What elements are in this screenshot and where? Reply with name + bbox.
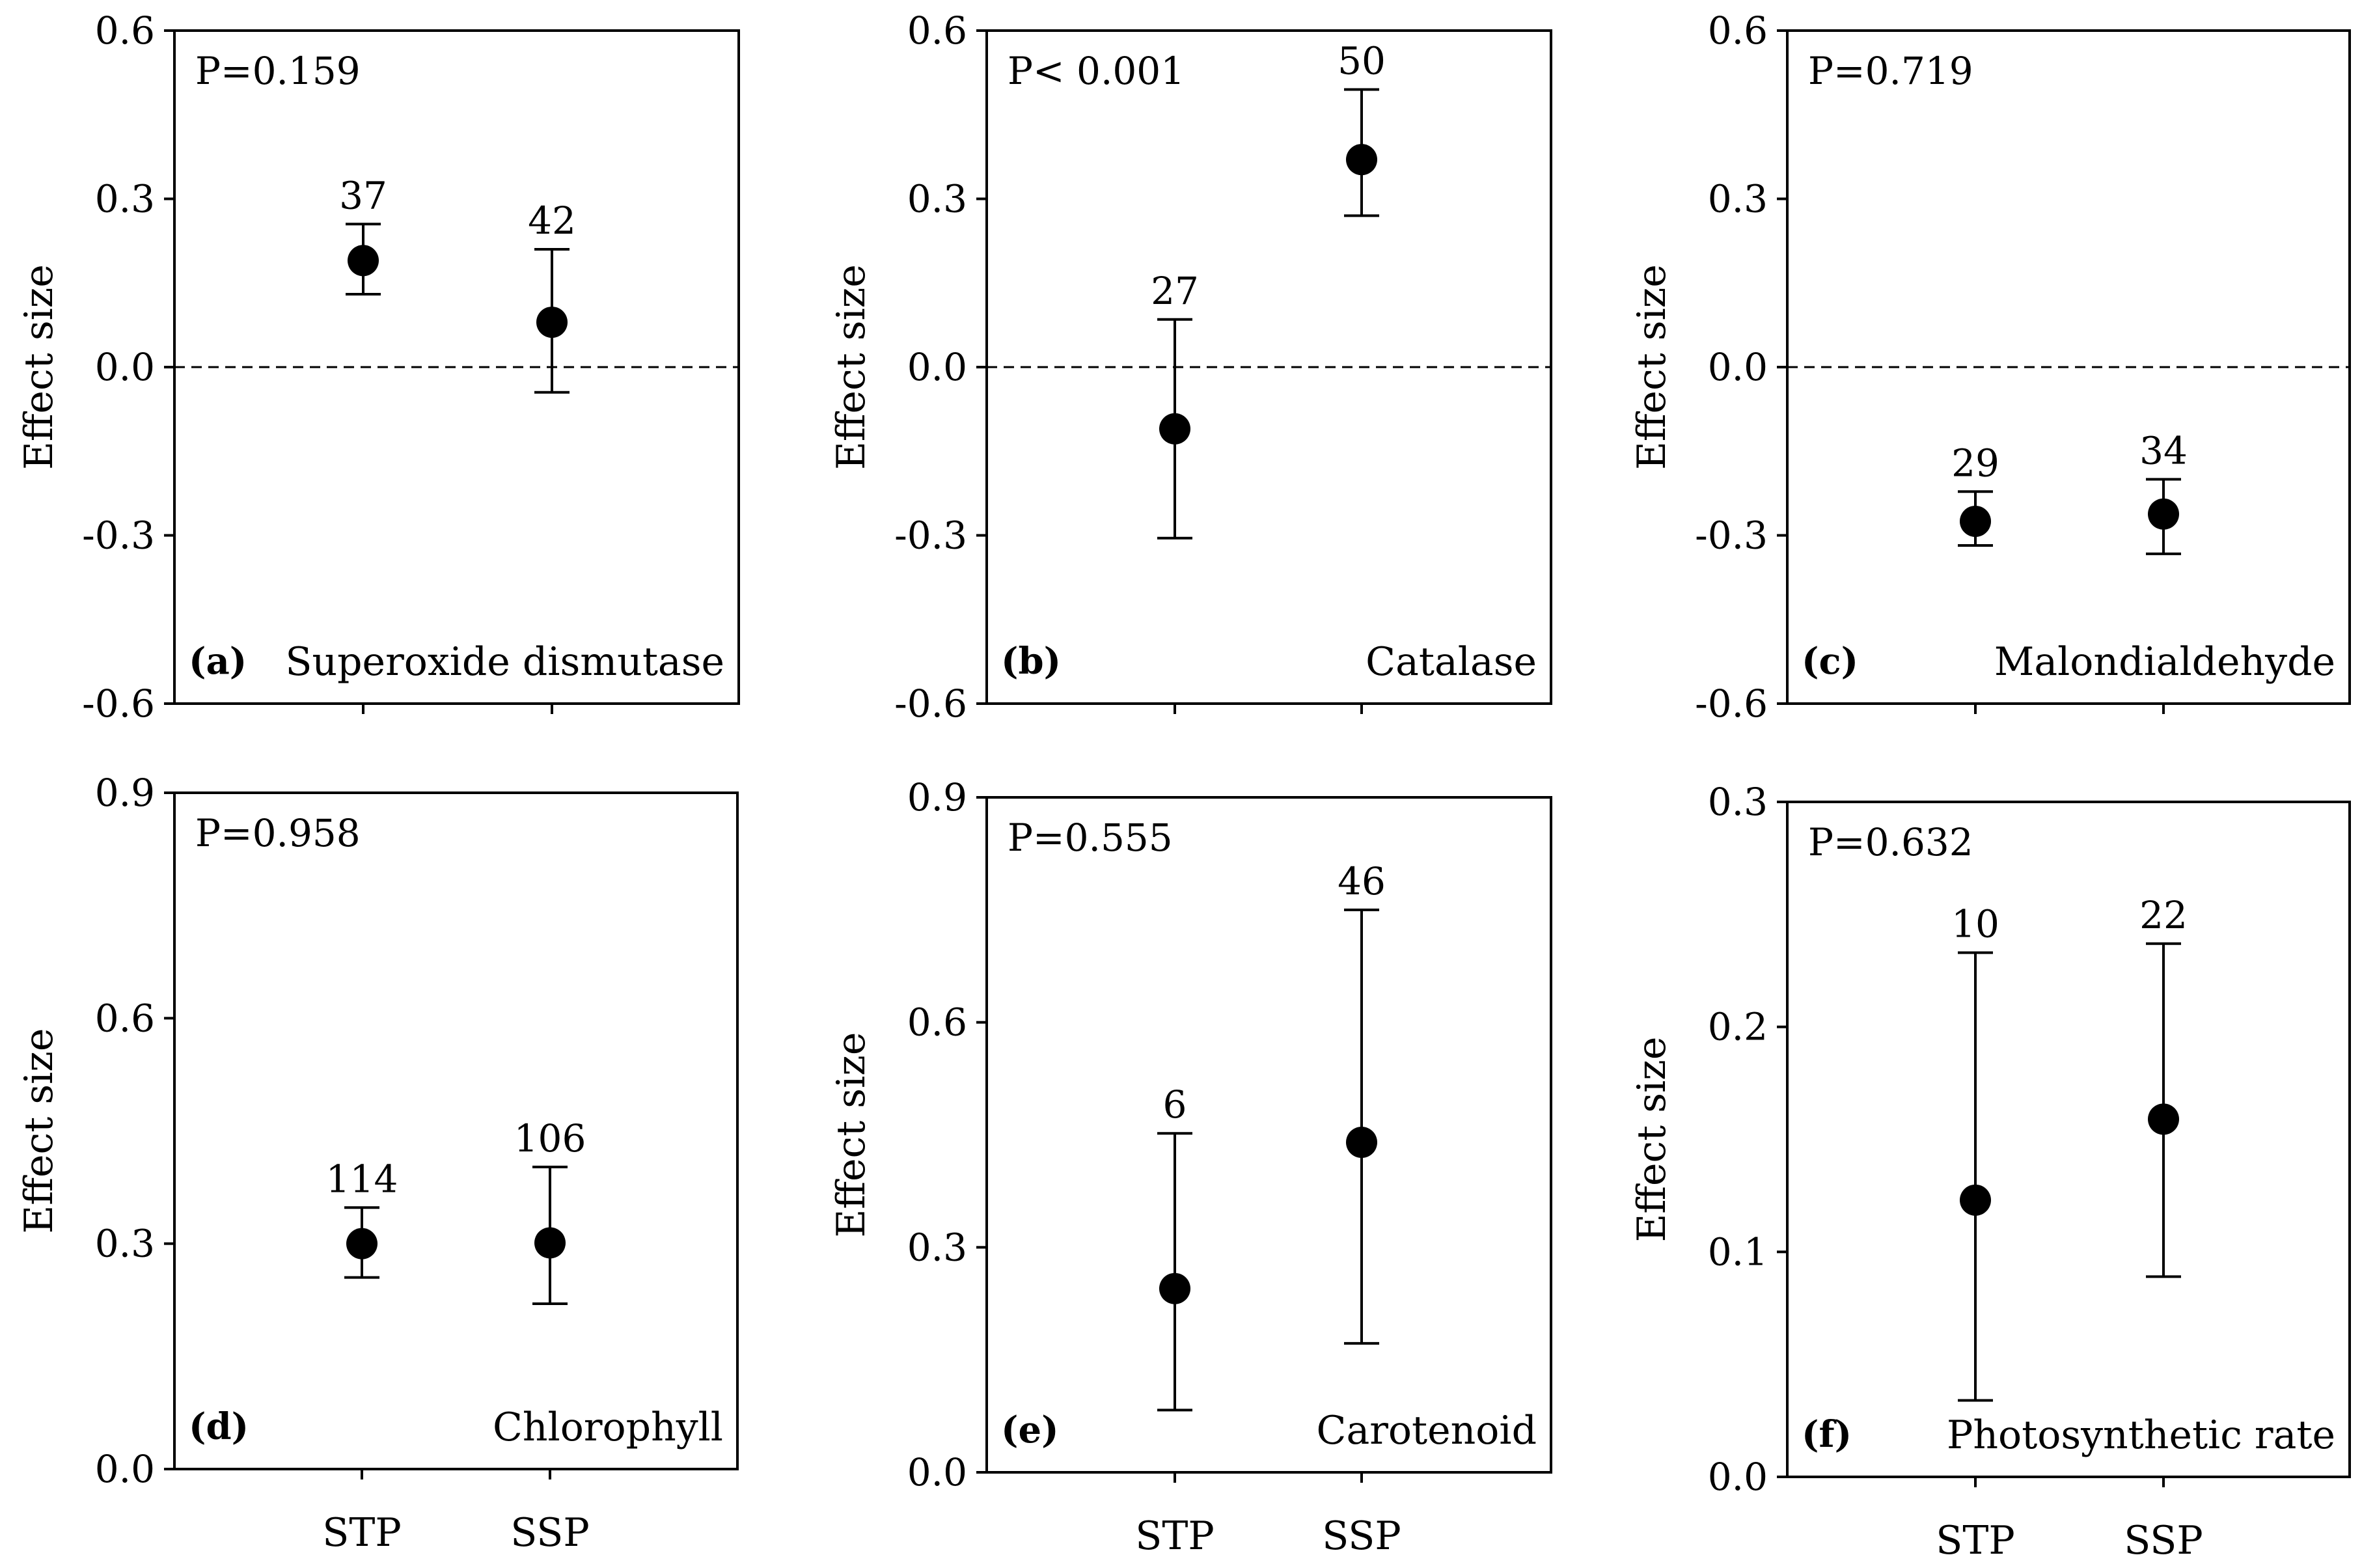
panel-tag: (d) — [189, 1405, 249, 1448]
sample-size-label: 29 — [1951, 441, 1999, 485]
y-tick-label: 0.0 — [95, 1447, 155, 1491]
data-point — [1159, 1272, 1190, 1304]
data-point — [534, 1227, 566, 1259]
data-point — [1960, 505, 1991, 537]
data-point — [1346, 144, 1377, 176]
p-value-label: P=0.555 — [1008, 816, 1173, 860]
sample-size-label: 34 — [2139, 428, 2188, 473]
y-tick-label: 0.0 — [907, 345, 967, 389]
y-tick-label: 0.6 — [907, 8, 967, 53]
y-tick-label: 0.6 — [95, 996, 155, 1040]
panel-tag: (c) — [1802, 640, 1858, 683]
sample-size-label: 46 — [1338, 859, 1386, 903]
y-tick-label: 0.6 — [907, 1000, 967, 1045]
y-axis-label: Effect size — [16, 264, 62, 470]
p-value-label: P=0.159 — [195, 49, 361, 93]
panel-title: Chlorophyll — [493, 1405, 723, 1450]
y-tick-label: 0.6 — [1708, 8, 1768, 53]
y-tick-label: -0.3 — [1695, 514, 1768, 558]
panel-title: Superoxide dismutase — [285, 639, 724, 685]
y-tick-label: 0.3 — [95, 1222, 155, 1266]
y-tick-label: -0.6 — [894, 681, 967, 726]
panel-tag: (b) — [1001, 640, 1061, 683]
panel-tag: (e) — [1001, 1409, 1059, 1451]
y-tick-label: 0.1 — [1708, 1230, 1768, 1274]
y-tick-label: -0.3 — [894, 514, 967, 558]
y-tick-label: 0.3 — [1708, 177, 1768, 221]
data-point — [1159, 413, 1190, 445]
y-tick-label: 0.3 — [1708, 780, 1768, 824]
y-tick-label: 0.3 — [907, 177, 967, 221]
sample-size-label: 6 — [1163, 1082, 1187, 1127]
plot-frame — [985, 796, 1552, 1474]
y-tick-label: 0.0 — [1708, 1455, 1768, 1499]
panel-title: Catalase — [1366, 639, 1537, 685]
sample-size-label: 37 — [339, 173, 387, 217]
y-axis-label: Effect size — [1629, 264, 1675, 470]
y-tick-label: 0.9 — [95, 771, 155, 815]
panel-tag: (f) — [1802, 1413, 1852, 1456]
y-tick-label: 0.6 — [95, 8, 155, 53]
y-tick-label: 0.2 — [1708, 1005, 1768, 1049]
plot-frame — [173, 791, 739, 1470]
y-axis-label: Effect size — [829, 1032, 874, 1238]
y-tick-label: 0.0 — [95, 345, 155, 389]
panel-tag: (a) — [189, 640, 247, 683]
y-axis-label: Effect size — [829, 264, 874, 470]
y-axis-label: Effect size — [16, 1028, 62, 1234]
y-tick-label: -0.6 — [1695, 681, 1768, 726]
x-tick-label: STP — [322, 1510, 402, 1556]
data-point — [2148, 498, 2179, 530]
p-value-label: P=0.632 — [1808, 820, 1973, 864]
data-point — [1346, 1127, 1377, 1159]
y-tick-label: 0.3 — [907, 1225, 967, 1269]
p-value-label: P< 0.001 — [1008, 49, 1185, 93]
y-tick-label: -0.6 — [82, 681, 155, 726]
sample-size-label: 42 — [528, 199, 576, 243]
sample-size-label: 106 — [514, 1116, 586, 1161]
y-tick-label: -0.3 — [82, 514, 155, 558]
x-tick-label: STP — [1135, 1513, 1215, 1559]
panel-title: Malondialdehyde — [1994, 639, 2335, 685]
y-tick-label: 0.9 — [907, 775, 967, 819]
data-point — [348, 245, 379, 277]
x-tick-label: STP — [1936, 1518, 2015, 1563]
y-axis-label: Effect size — [1629, 1037, 1675, 1243]
sample-size-label: 50 — [1338, 38, 1386, 83]
x-tick-label: SSP — [510, 1510, 590, 1556]
plot-frame — [1786, 801, 2351, 1478]
x-tick-label: SSP — [2124, 1518, 2203, 1563]
sample-size-label: 10 — [1951, 902, 1999, 946]
y-tick-label: 0.0 — [1708, 345, 1768, 389]
y-tick-label: 0.0 — [907, 1450, 967, 1494]
x-tick-label: SSP — [1322, 1513, 1401, 1559]
data-point — [346, 1228, 378, 1259]
p-value-label: P=0.958 — [195, 811, 361, 855]
y-tick-label: 0.3 — [95, 177, 155, 221]
data-point — [1960, 1184, 1991, 1216]
data-point — [536, 307, 568, 338]
p-value-label: P=0.719 — [1808, 49, 1973, 93]
panel-title: Photosynthetic rate — [1947, 1412, 2335, 1458]
sample-size-label: 114 — [326, 1157, 398, 1201]
data-point — [2148, 1103, 2179, 1135]
panel-title: Carotenoid — [1317, 1408, 1537, 1453]
sample-size-label: 27 — [1151, 269, 1199, 313]
sample-size-label: 22 — [2139, 893, 2188, 937]
